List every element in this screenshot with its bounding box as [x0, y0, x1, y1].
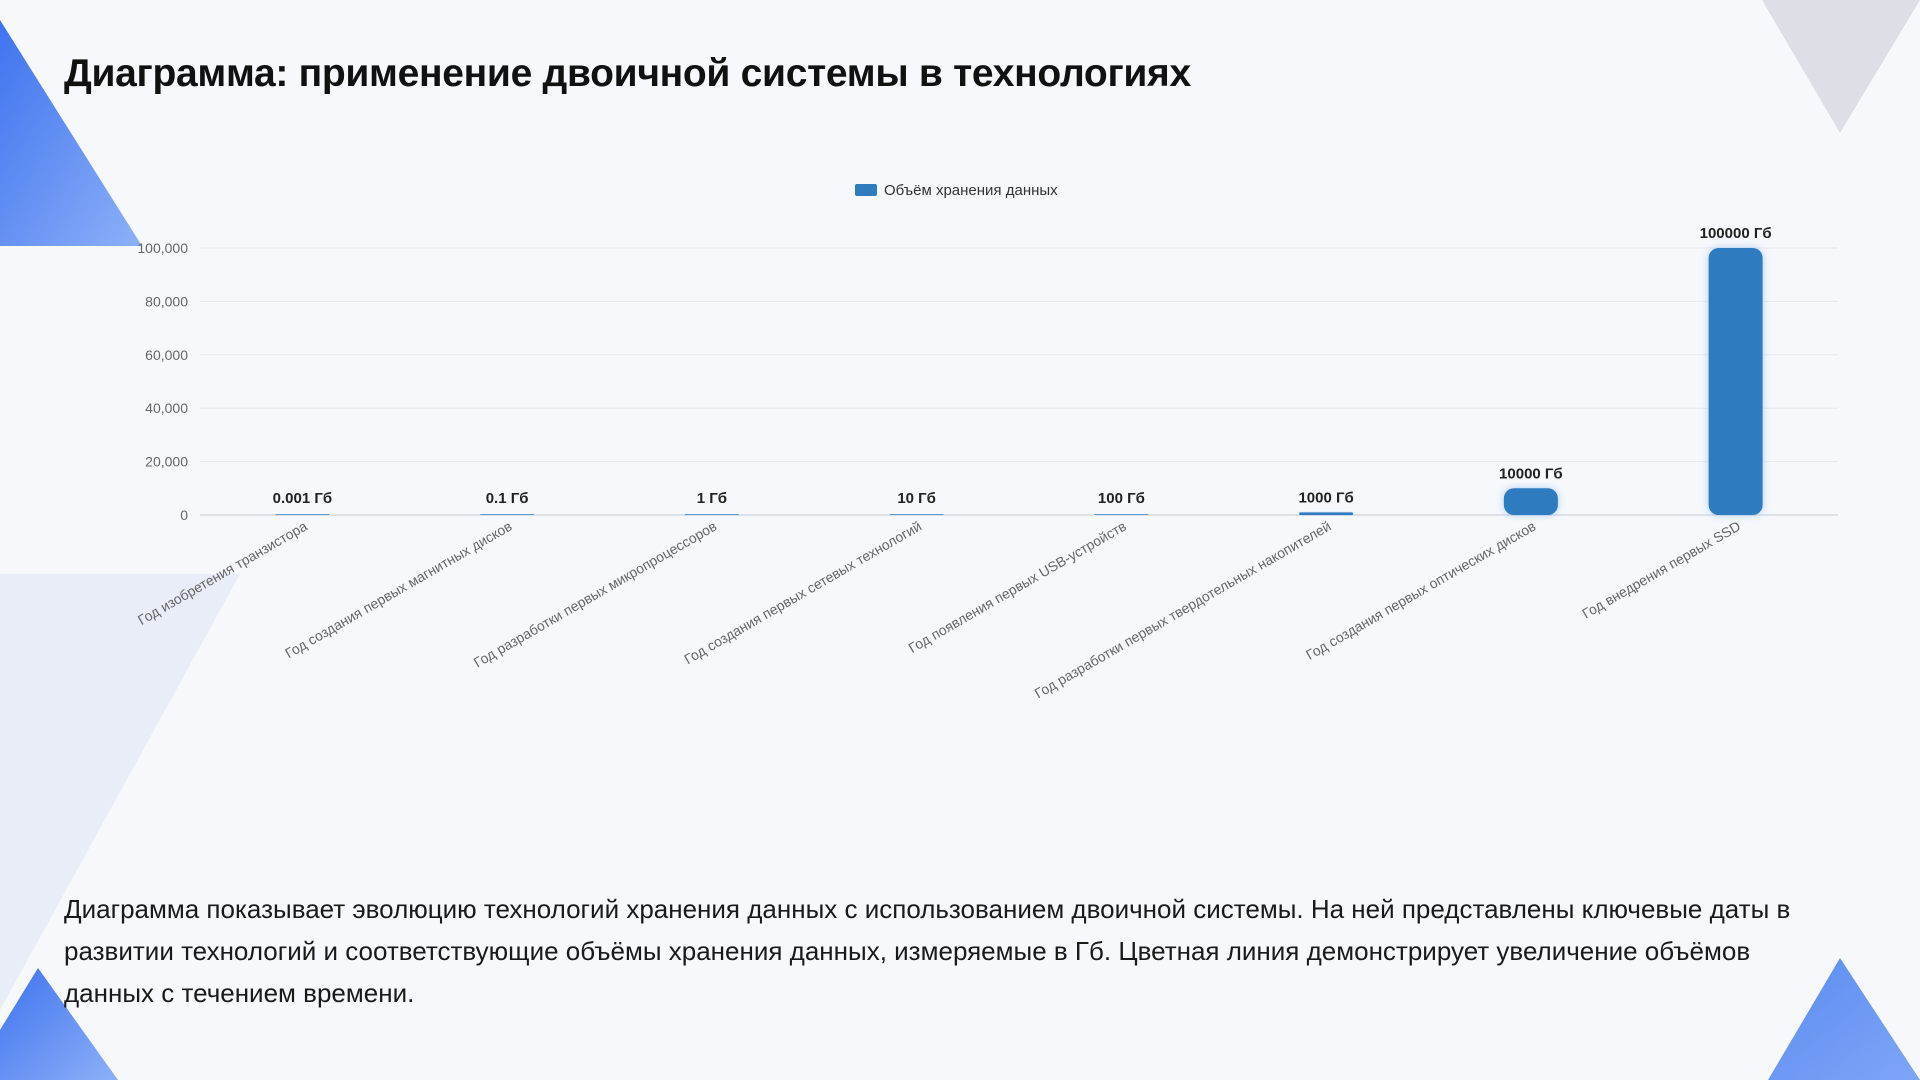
bar	[1299, 512, 1354, 515]
y-tick-label: 80,000	[145, 293, 188, 309]
bar	[1708, 248, 1763, 515]
y-tick-label: 60,000	[145, 347, 188, 363]
bar-chart: Объём хранения данных 0 20,000 40,000 60,00…	[135, 182, 1838, 702]
chart-legend: Объём хранения данных	[855, 182, 1058, 199]
data-label: 0.001 Гб	[273, 490, 332, 507]
chart-bars	[275, 248, 1763, 515]
data-label: 10 Гб	[897, 490, 936, 507]
x-tick-label: Год разработки первых микропроцессоров	[471, 518, 720, 671]
x-tick-label: Год создания первых магнитных дисков	[282, 518, 515, 661]
y-tick-label: 100,000	[137, 240, 188, 256]
x-tick-label: Год создания первых оптических дисков	[1303, 518, 1538, 663]
data-label: 1 Гб	[697, 490, 727, 507]
bar	[684, 514, 739, 515]
data-label: 1000 Гб	[1298, 489, 1353, 506]
y-tick-label: 20,000	[145, 454, 188, 470]
y-axis-ticks: 0 20,000 40,000 60,000 80,000 100,000	[137, 240, 188, 523]
x-tick-label: Год внедрения первых SSD	[1579, 518, 1743, 622]
slide-title: Диаграмма: применение двоичной системы в…	[64, 52, 1191, 95]
x-tick-label: Год изобретения транзистора	[135, 518, 310, 628]
bar	[1094, 514, 1149, 515]
bar	[480, 514, 535, 515]
legend-swatch	[855, 184, 877, 196]
bar	[889, 514, 944, 515]
chart-gridlines	[200, 247, 1838, 516]
bar	[275, 514, 330, 515]
data-labels: 0.001 Гб 0.1 Гб 1 Гб 10 Гб 100 Гб 1000 Гб 1000…	[273, 225, 1772, 507]
y-tick-label: 40,000	[145, 400, 188, 416]
data-label: 0.1 Гб	[486, 490, 529, 507]
slide-description: Диаграмма показывает эволюцию технологий…	[64, 894, 1791, 1008]
data-label: 100000 Гб	[1700, 225, 1772, 242]
data-label: 100 Гб	[1098, 490, 1145, 507]
x-tick-label: Год появления первых USB-устройств	[905, 518, 1128, 656]
y-tick-label: 0	[180, 507, 188, 523]
data-label: 10000 Гб	[1499, 465, 1563, 482]
legend-label: Объём хранения данных	[884, 182, 1058, 199]
bar	[1503, 488, 1558, 515]
x-tick-label: Год создания первых сетевых технологий	[681, 518, 924, 667]
